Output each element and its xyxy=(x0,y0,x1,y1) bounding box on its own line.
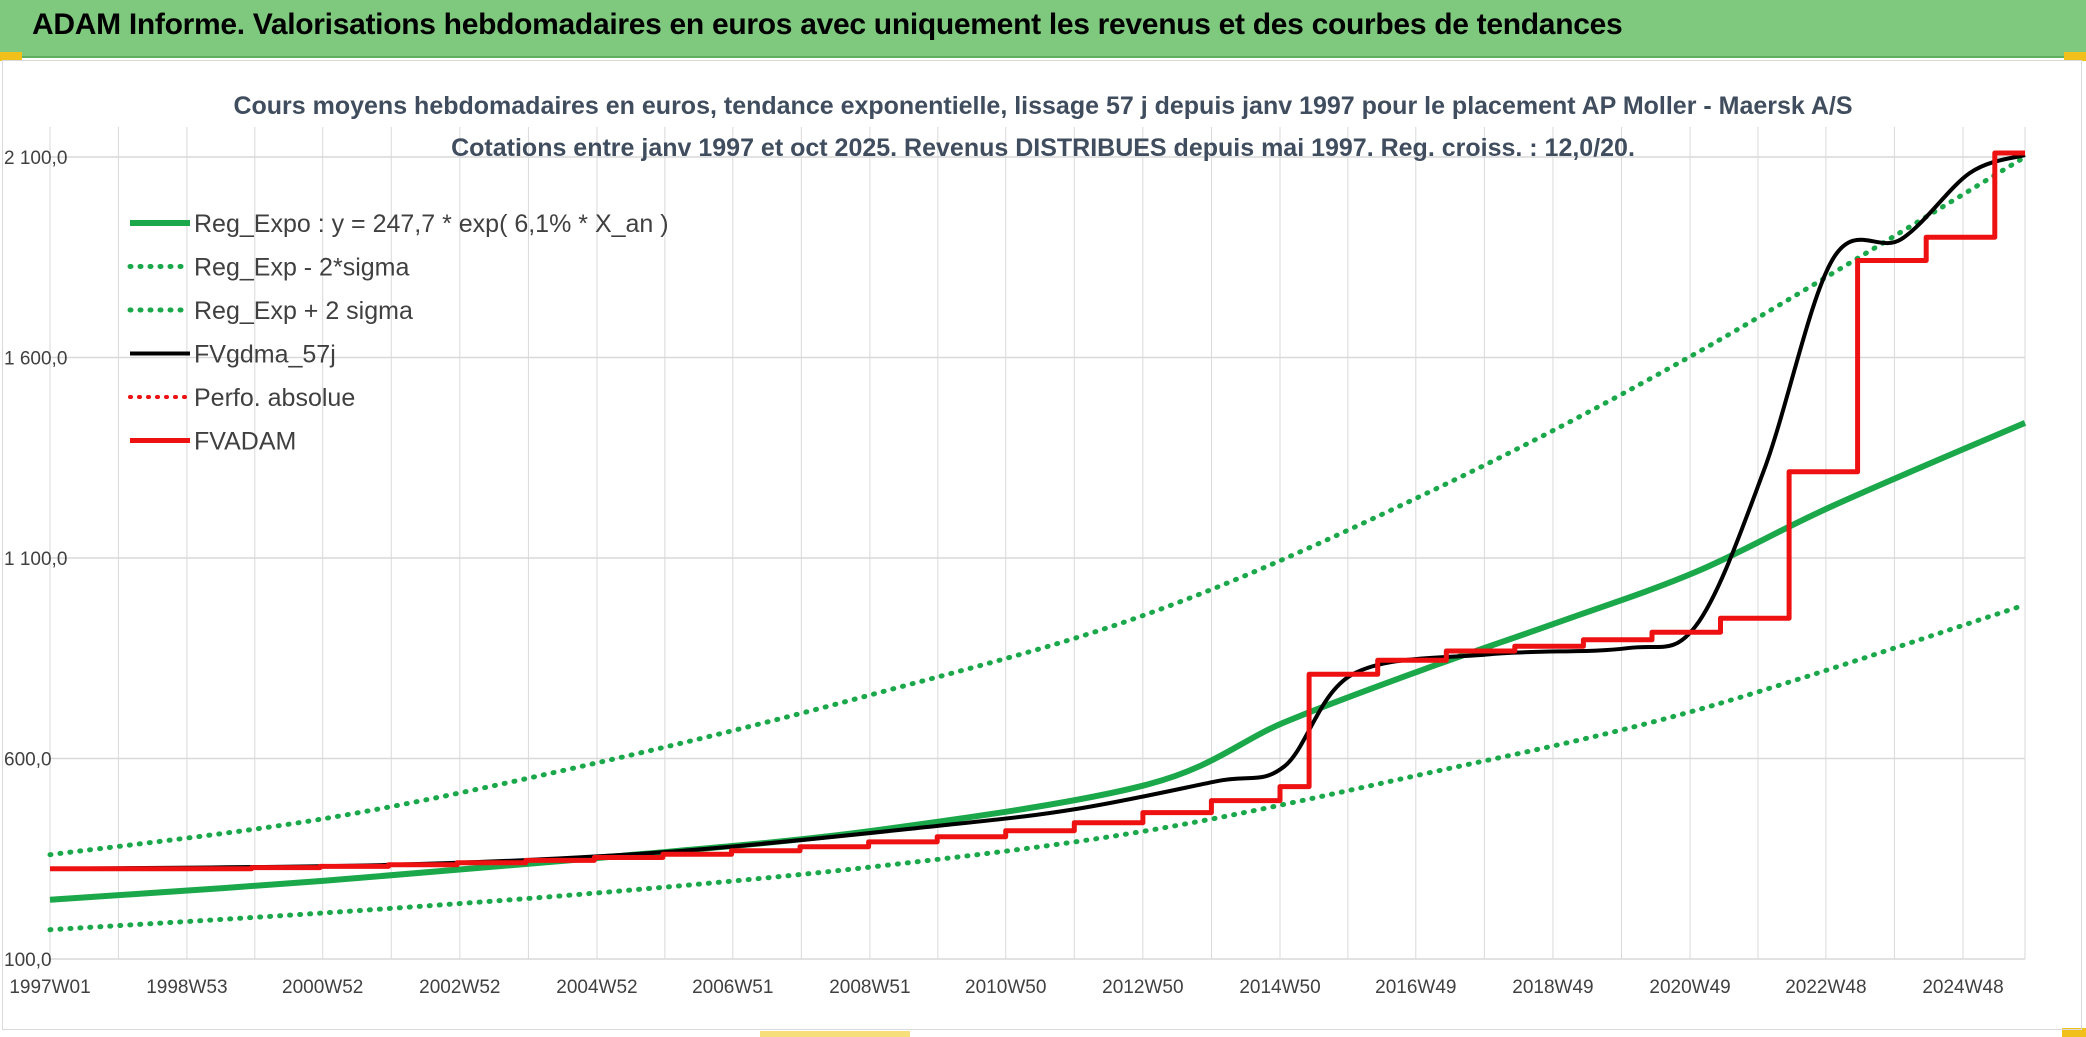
x-tick-label: 2016W49 xyxy=(1375,977,1456,998)
series-line-0 xyxy=(49,420,2027,903)
corner-accent xyxy=(2062,1028,2086,1037)
legend-label: FVgdma_57j xyxy=(194,341,336,369)
chart-frame xyxy=(2,60,2082,1030)
x-tick-label: 2018W49 xyxy=(1512,977,1593,998)
x-tick-label: 2022W48 xyxy=(1785,977,1866,998)
gridlines xyxy=(49,127,2026,960)
y-tick-label: 600,0 xyxy=(4,750,52,771)
report-title: ADAM Informe. Valorisations hebdomadaire… xyxy=(32,8,1623,41)
x-tick-label: 2024W48 xyxy=(1922,977,2003,998)
legend-label: Reg_Exp - 2*sigma xyxy=(194,254,409,282)
legend-label: Perfo. absolue xyxy=(194,384,355,412)
x-tick-label: 2008W51 xyxy=(829,977,910,998)
y-tick-label: 2 100,0 xyxy=(4,148,67,169)
y-tick-label: 100,0 xyxy=(4,950,52,971)
series-line-3 xyxy=(49,153,2026,871)
x-tick-label: 2002W52 xyxy=(419,977,500,998)
report-banner: ADAM Informe. Valorisations hebdomadaire… xyxy=(0,0,2086,58)
legend-label: Reg_Expo : y = 247,7 * exp( 6,1% * X_an … xyxy=(194,210,669,238)
series-line-2 xyxy=(47,154,2028,858)
axis-labels: 1997W01 1998W53 2000W52 2002W52 2004W52 2006W… xyxy=(4,148,2004,998)
x-tick-label: 2014W50 xyxy=(1239,977,1320,998)
x-tick-label: 2010W50 xyxy=(965,977,1046,998)
series-line-1 xyxy=(47,602,2028,933)
x-tick-label: 2006W51 xyxy=(692,977,773,998)
corner-accent xyxy=(0,52,22,61)
legend-label: FVADAM xyxy=(194,428,296,456)
corner-accent xyxy=(760,1031,910,1037)
x-tick-label: 2004W52 xyxy=(556,977,637,998)
series-line-5 xyxy=(50,150,2025,872)
legend: Reg_Expo : y = 247,7 * exp( 6,1% * X_an … xyxy=(127,210,669,456)
chart-title: Cours moyens hebdomadaires en euros, ten… xyxy=(233,92,1852,120)
corner-accent xyxy=(2064,52,2086,61)
x-tick-label: 1997W01 xyxy=(9,977,90,998)
x-tick-label: 2020W49 xyxy=(1649,977,1730,998)
y-tick-label: 1 600,0 xyxy=(4,349,67,370)
series-lines xyxy=(47,150,2028,933)
chart-subtitle: Cotations entre janv 1997 et oct 2025. R… xyxy=(451,134,1635,162)
x-tick-label: 2000W52 xyxy=(282,977,363,998)
x-tick-label: 1998W53 xyxy=(146,977,227,998)
x-tick-label: 2012W50 xyxy=(1102,977,1183,998)
legend-label: Reg_Exp + 2 sigma xyxy=(194,297,413,325)
y-tick-label: 1 100,0 xyxy=(4,549,67,570)
